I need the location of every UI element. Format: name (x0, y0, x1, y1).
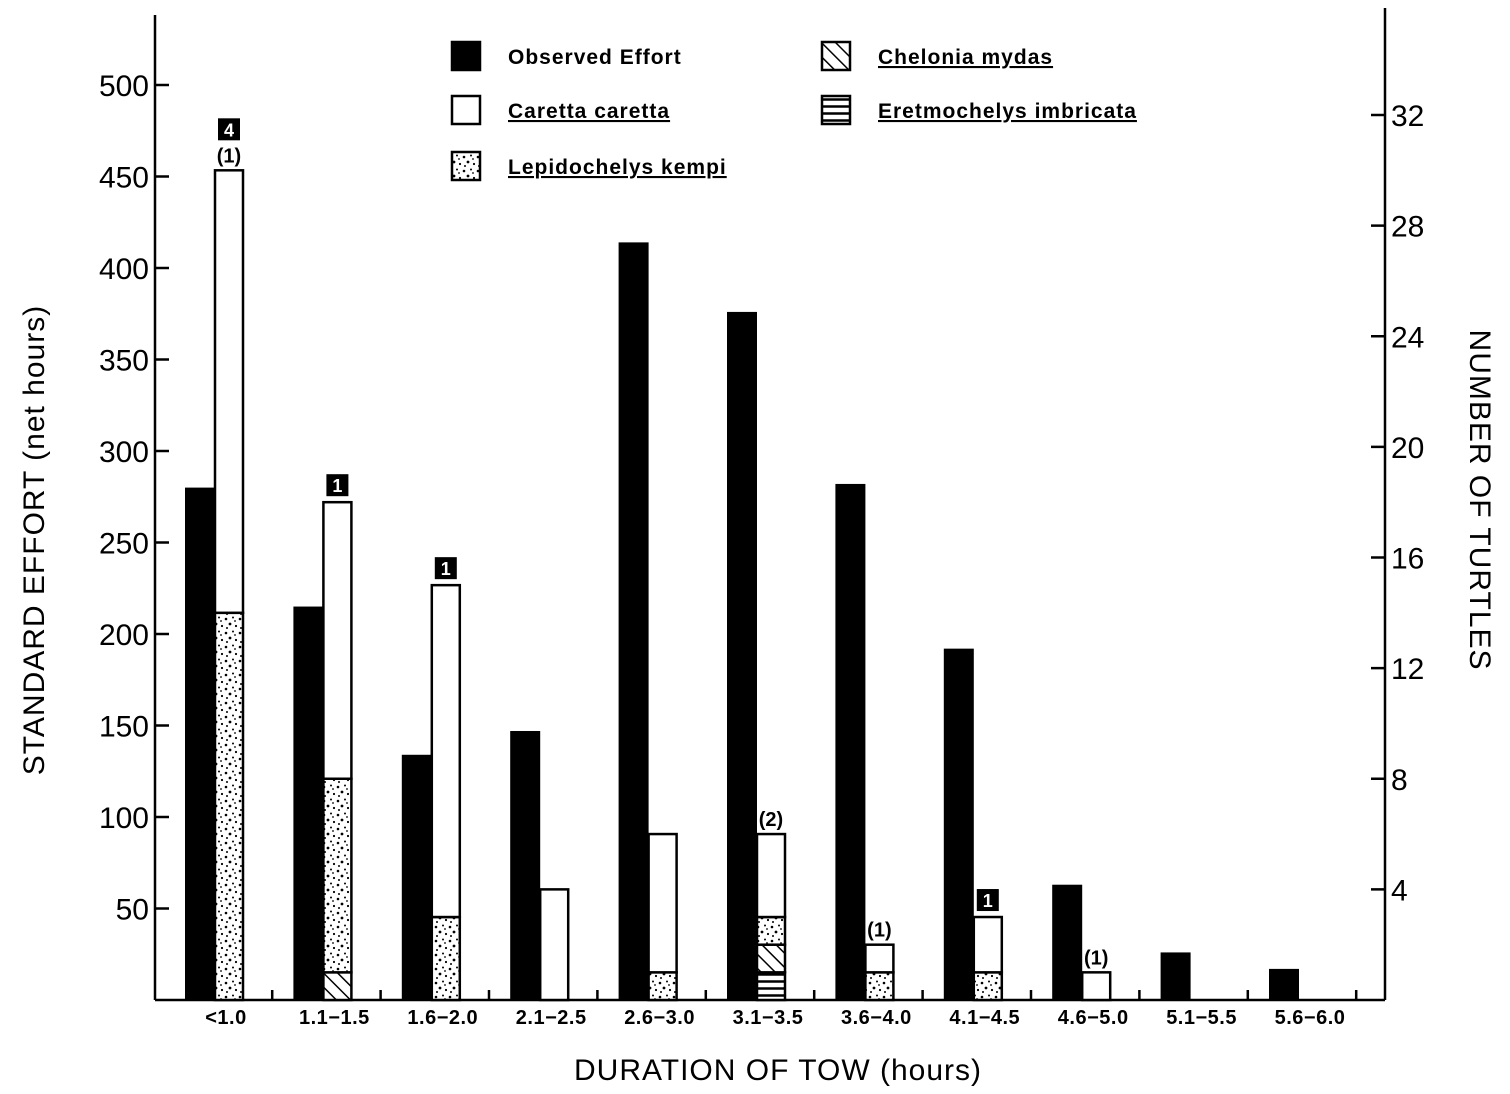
y-tick-label-right: 4 (1391, 874, 1408, 907)
count-badge (976, 889, 999, 912)
turtle-bar-lepidochelys-kempi (430, 915, 462, 1002)
count-badge-text: 4 (224, 120, 234, 140)
y-tick-label-right: 24 (1391, 321, 1424, 354)
y-tick-label-left: 150 (99, 711, 149, 744)
count-badge (434, 557, 457, 580)
effort-bar (727, 311, 757, 1000)
count-badge (326, 474, 349, 497)
legend-label: Caretta caretta (508, 100, 670, 123)
turtle-bar-caretta-caretta (755, 832, 787, 919)
x-tick-label: 2.6−3.0 (624, 1007, 695, 1029)
turtle-bar-lepidochelys-kempi (322, 777, 353, 974)
turtle-bar-lepidochelys-kempi (972, 971, 1004, 1002)
effort-bar (943, 648, 974, 1000)
x-tick-label: 4.1−4.5 (949, 1007, 1020, 1029)
legend-label: Chelonia mydas (878, 46, 1053, 69)
legend-swatch-chelonia-mydas (820, 40, 852, 72)
turtle-bar-lepidochelys-kempi (647, 971, 678, 1002)
y-tick-label-right: 12 (1391, 653, 1424, 686)
y-tick-label-left: 300 (99, 436, 149, 469)
y-tick-label-right: 16 (1391, 543, 1424, 576)
legend-label: Lepidochelys kempi (508, 156, 727, 179)
turtle-bar-caretta-caretta (647, 832, 678, 974)
x-tick-label: 1.6−2.0 (407, 1007, 478, 1029)
y-tick-label-right: 28 (1391, 211, 1424, 244)
paren-annotation: (1) (1084, 947, 1108, 969)
legend-swatch-eretmochelys-imbricata (820, 94, 852, 126)
count-badge-text: 1 (983, 891, 993, 911)
y-tick-label-left: 500 (99, 70, 149, 103)
turtle-bar-lepidochelys-kempi (213, 611, 245, 1002)
effort-bar (1160, 952, 1191, 1000)
effort-bar (185, 487, 215, 1001)
turtle-bar-eretmochelys-imbricata (755, 971, 787, 1002)
y-tick-label-left: 200 (99, 619, 149, 652)
turtle-bar-caretta-caretta (1080, 971, 1112, 1002)
y-tick-label-left: 400 (99, 253, 149, 286)
effort-bar (293, 606, 324, 1000)
legend-label: Observed Effort (508, 46, 682, 69)
legend-swatch-lepidochelys-kempi (450, 150, 482, 182)
y-tick-label-left: 50 (116, 894, 149, 927)
y-tick-label-left: 350 (99, 345, 149, 378)
x-axis-title: DURATION OF TOW (hours) (574, 1054, 982, 1087)
x-tick-label: <1.0 (205, 1007, 246, 1029)
axes: 50 100 150 200 250 300 350 400 450 500 4 8 12 16 20 24 2… (99, 8, 1424, 1029)
effort-bar (618, 242, 649, 1000)
effort-bar (510, 730, 541, 1000)
y-axis-title-left: STANDARD EFFORT (net hours) (18, 305, 51, 775)
legend: Observed Effort Caretta caretta Lepidochel… (450, 40, 1137, 182)
turtle-bar-chelonia-mydas (755, 943, 787, 974)
turtle-bar-lepidochelys-kempi (864, 971, 895, 1002)
x-tick-label: 5.1−5.5 (1166, 1007, 1237, 1029)
count-badge-text: 1 (332, 476, 342, 496)
y-tick-label-right: 8 (1391, 764, 1408, 797)
count-badge-text: 1 (441, 559, 451, 579)
turtle-bar-caretta-caretta (213, 169, 245, 615)
y-axis-title-right: NUMBER OF TURTLES (1463, 330, 1496, 671)
bars (185, 169, 1299, 1002)
turtle-bar-caretta-caretta (430, 583, 462, 919)
turtle-bar-caretta-caretta (322, 500, 353, 780)
effort-bar (1052, 884, 1083, 1000)
x-tick-label: 3.6−4.0 (841, 1007, 912, 1029)
turtle-bar-lepidochelys-kempi (755, 915, 787, 946)
legend-swatch-caretta-caretta (450, 94, 482, 126)
count-badge (218, 118, 240, 141)
x-tick-label: 5.6−6.0 (1275, 1007, 1346, 1029)
turtle-bar-caretta-caretta (538, 888, 570, 1002)
paren-annotation: (2) (759, 809, 783, 831)
y-tick-label-left: 450 (99, 162, 149, 195)
paren-annotation: (1) (217, 145, 241, 167)
paren-annotation: (1) (867, 920, 891, 942)
legend-label: Eretmochelys imbricata (878, 100, 1137, 123)
legend-swatch-observed-effort (450, 40, 482, 72)
x-tick-label: 3.1−3.5 (733, 1007, 804, 1029)
x-tick-label: 1.1−1.5 (299, 1007, 370, 1029)
effort-bar (1269, 968, 1299, 1000)
x-tick-label: 4.6−5.0 (1058, 1007, 1129, 1029)
turtle-bar-caretta-caretta (972, 915, 1004, 974)
turtle-bar-caretta-caretta (864, 943, 895, 974)
turtle-bar-chelonia-mydas (322, 971, 353, 1002)
y-tick-label-right: 20 (1391, 432, 1424, 465)
annotations: (1) 4 1 1 (2) (1) 1 (1) (217, 118, 1108, 969)
y-tick-label-right: 32 (1391, 100, 1424, 133)
x-tick-label: 2.1−2.5 (516, 1007, 587, 1029)
effort-bar (401, 754, 432, 1000)
y-tick-label-left: 100 (99, 802, 149, 835)
y-tick-label-left: 250 (99, 528, 149, 561)
effort-bar (835, 483, 866, 1000)
